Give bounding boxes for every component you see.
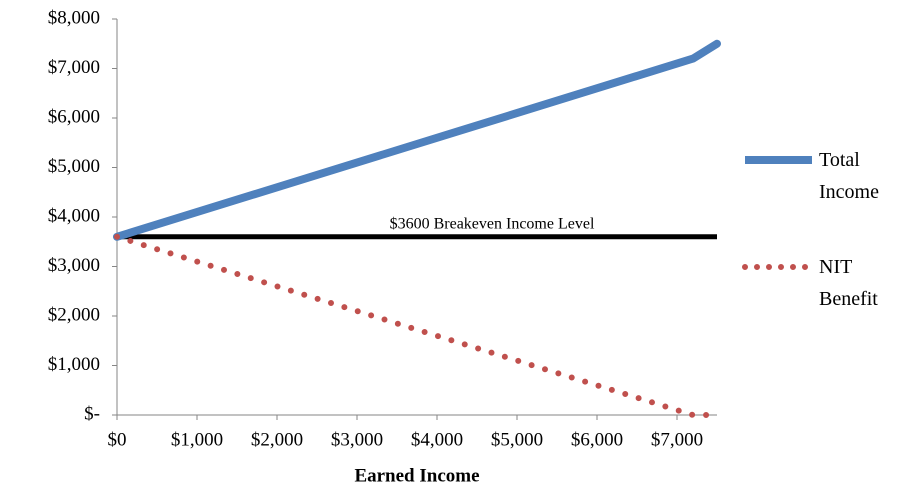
x-tick-label: $2,000 [251,429,303,450]
x-tick-label: $4,000 [411,429,463,450]
series-line [113,39,721,241]
x-axis-title: Earned Income [354,465,479,486]
annotation: $3600 Breakeven Income Level [390,215,595,232]
x-tick-label: $6,000 [571,429,623,450]
y-tick-label: $2,000 [48,304,100,325]
y-tick-label: $5,000 [48,156,100,177]
legend-label: Total Income [819,149,879,203]
x-tick-label: $1,000 [171,429,223,450]
y-tick-label: $6,000 [48,106,100,127]
legend-label: NIT Benefit [819,256,878,310]
x-tick-label: $7,000 [651,429,703,450]
series-line [114,233,720,418]
y-tick-label: $- [84,403,100,424]
y-tick-label: $8,000 [48,7,100,28]
x-tick-label: $3,000 [331,429,383,450]
x-tick-label: $5,000 [491,429,543,450]
y-tick-label: $4,000 [48,205,100,226]
y-tick-label: $7,000 [48,57,100,78]
y-tick-label: $3,000 [48,255,100,276]
x-tick-label: $0 [108,429,127,450]
y-tick-label: $1,000 [48,354,100,375]
